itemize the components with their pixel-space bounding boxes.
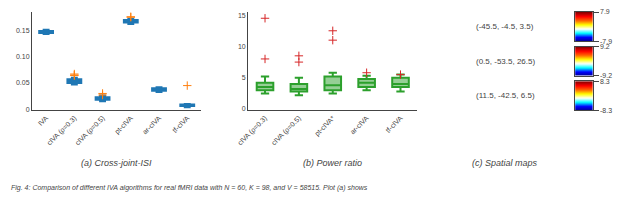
svg-text:cIVA (ρ=0.3): cIVA (ρ=0.3) [45,114,78,147]
svg-text:8.3: 8.3 [600,78,610,85]
svg-text:15: 15 [238,12,246,19]
svg-text:Fig. 4: Comparison of differen: Fig. 4: Comparison of different IVA algo… [11,184,368,192]
svg-text:(c) Spatial maps: (c) Spatial maps [472,158,538,168]
svg-text:-7.9: -7.9 [600,38,612,45]
svg-text:10: 10 [238,43,246,50]
svg-text:tf-cIVA: tf-cIVA [171,114,191,134]
svg-text:cIVA (ρ=0.5): cIVA (ρ=0.5) [74,114,107,147]
svg-text:7.9: 7.9 [600,8,610,15]
svg-text:ar-cIVA: ar-cIVA [141,114,162,135]
svg-text:cIVA (ρ=0.3): cIVA (ρ=0.3) [236,114,269,147]
svg-text:9.2: 9.2 [600,43,610,50]
svg-text:(a) Cross-joint-ISI: (a) Cross-joint-ISI [81,158,152,168]
svg-text:cIVA (ρ=0.5): cIVA (ρ=0.5) [270,114,303,147]
svg-text:pt-cIVA*: pt-cIVA* [313,114,337,138]
svg-text:tf-cIVA: tf-cIVA [384,114,404,134]
svg-text:pt-cIVA: pt-cIVA [113,114,135,136]
svg-text:(11.5, -42.5, 6.5): (11.5, -42.5, 6.5) [476,91,535,100]
svg-text:(-45.5, -4.5, 3.5): (-45.5, -4.5, 3.5) [476,22,534,31]
svg-text:-9.2: -9.2 [600,72,612,79]
svg-text:0: 0 [242,105,246,112]
svg-text:0: 0 [26,106,30,113]
svg-text:0.10: 0.10 [16,53,30,60]
svg-text:ar-cIVA: ar-cIVA [349,114,370,135]
svg-text:(b) Power ratio: (b) Power ratio [303,158,362,168]
svg-text:0.05: 0.05 [16,79,30,86]
svg-text:IVA: IVA [37,114,50,127]
svg-text:5: 5 [242,74,246,81]
svg-text:-8.3: -8.3 [600,107,612,114]
svg-text:0.15: 0.15 [16,27,30,34]
svg-text:(0.5, -53.5, 26.5): (0.5, -53.5, 26.5) [476,57,535,66]
